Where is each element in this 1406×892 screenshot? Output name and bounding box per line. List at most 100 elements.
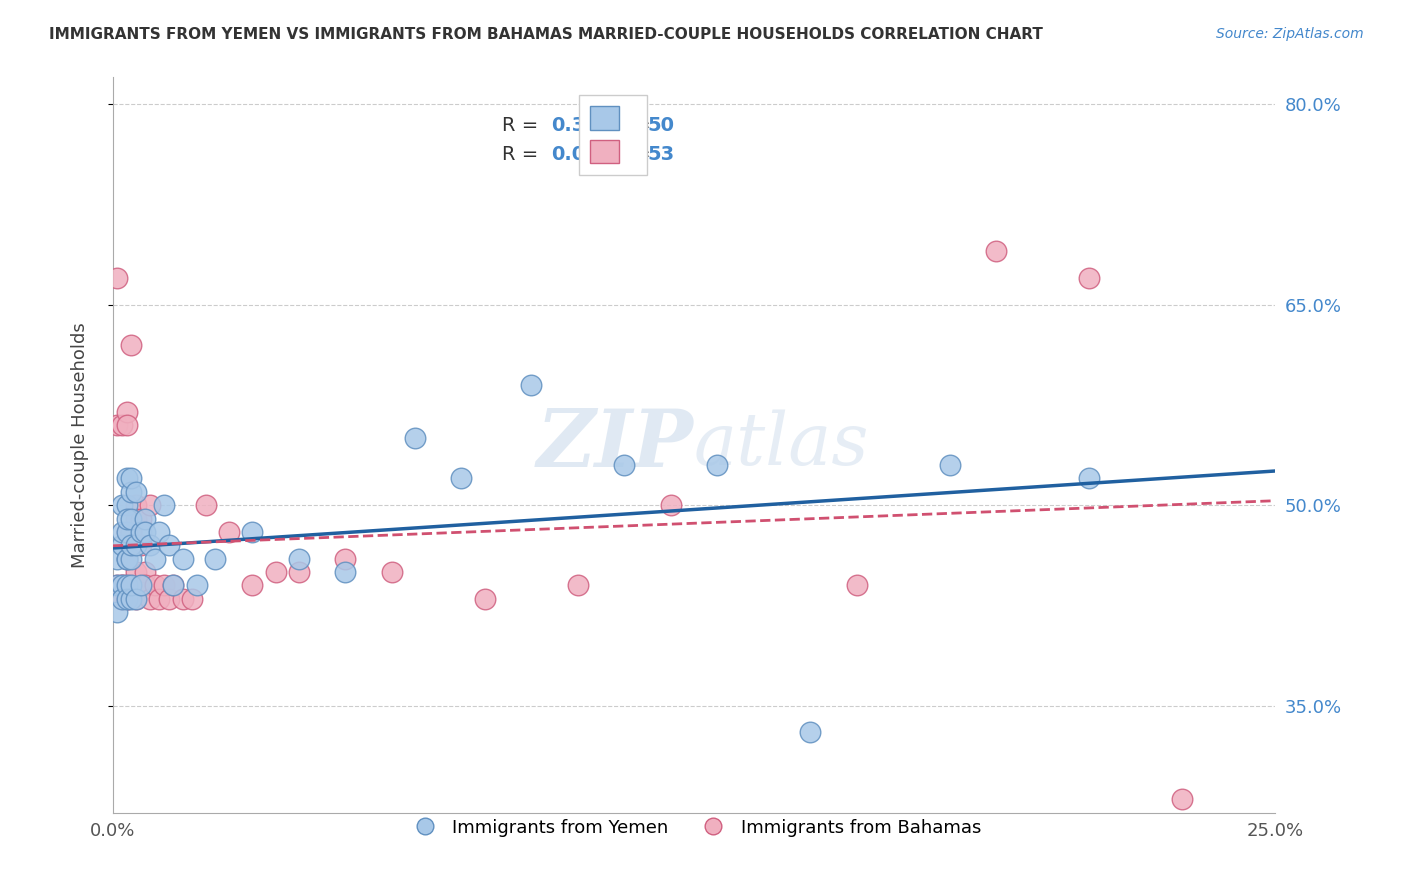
Point: [111, 578, 134, 592]
Point: [157, 538, 180, 552]
Text: N =: N =: [600, 116, 657, 135]
Point: [120, 578, 142, 592]
Text: IMMIGRANTS FROM YEMEN VS IMMIGRANTS FROM BAHAMAS MARRIED-COUPLE HOUSEHOLDS CORRE: IMMIGRANTS FROM YEMEN VS IMMIGRANTS FROM…: [49, 27, 1043, 42]
Point: [125, 591, 148, 606]
Point: [450, 471, 472, 485]
Point: [120, 524, 142, 539]
Text: Source: ZipAtlas.com: Source: ZipAtlas.com: [1216, 27, 1364, 41]
Point: [845, 578, 868, 592]
Point: [204, 551, 226, 566]
Point: [120, 338, 142, 352]
Point: [335, 551, 357, 566]
Point: [139, 498, 162, 512]
Point: [240, 524, 263, 539]
Point: [120, 524, 142, 539]
Point: [567, 578, 589, 592]
Point: [148, 524, 170, 539]
Point: [180, 591, 202, 606]
Point: [186, 578, 208, 592]
Point: [111, 498, 134, 512]
Point: [143, 578, 166, 592]
Point: [115, 578, 138, 592]
Point: [115, 591, 138, 606]
Point: [139, 538, 162, 552]
Text: R =: R =: [502, 145, 544, 164]
Point: [474, 591, 496, 606]
Point: [107, 271, 129, 285]
Point: [162, 578, 184, 592]
Point: [125, 538, 148, 552]
Point: [1171, 792, 1194, 806]
Point: [157, 591, 180, 606]
Point: [288, 551, 311, 566]
Point: [107, 578, 129, 592]
Point: [120, 578, 142, 592]
Text: 0.091: 0.091: [551, 145, 612, 164]
Point: [120, 551, 142, 566]
Point: [288, 565, 311, 579]
Point: [134, 578, 156, 592]
Point: [115, 511, 138, 525]
Point: [218, 524, 240, 539]
Point: [134, 565, 156, 579]
Point: [115, 551, 138, 566]
Point: [120, 524, 142, 539]
Point: [148, 591, 170, 606]
Point: [120, 591, 142, 606]
Point: [381, 565, 404, 579]
Point: [938, 458, 960, 472]
Point: [139, 591, 162, 606]
Point: [194, 498, 217, 512]
Point: [120, 471, 142, 485]
Text: 53: 53: [647, 145, 675, 164]
Point: [125, 484, 148, 499]
Point: [115, 591, 138, 606]
Point: [659, 498, 682, 512]
Text: atlas: atlas: [695, 409, 869, 480]
Point: [125, 511, 148, 525]
Point: [111, 417, 134, 432]
Point: [129, 578, 152, 592]
Point: [115, 471, 138, 485]
Point: [520, 377, 543, 392]
Point: [129, 524, 152, 539]
Text: 50: 50: [647, 116, 675, 135]
Point: [129, 538, 152, 552]
Point: [115, 578, 138, 592]
Point: [125, 591, 148, 606]
Point: [111, 578, 134, 592]
Point: [172, 551, 194, 566]
Point: [111, 591, 134, 606]
Point: [153, 498, 176, 512]
Point: [134, 524, 156, 539]
Text: ZIP: ZIP: [537, 406, 695, 483]
Point: [120, 578, 142, 592]
Point: [120, 484, 142, 499]
Point: [153, 578, 176, 592]
Point: [264, 565, 287, 579]
Point: [115, 524, 138, 539]
Point: [115, 591, 138, 606]
Point: [134, 511, 156, 525]
Point: [115, 578, 138, 592]
Legend: Immigrants from Yemen, Immigrants from Bahamas: Immigrants from Yemen, Immigrants from B…: [399, 812, 988, 844]
Point: [107, 551, 129, 566]
Point: [115, 417, 138, 432]
Point: [107, 417, 129, 432]
Point: [1078, 271, 1101, 285]
Point: [613, 458, 636, 472]
Point: [111, 538, 134, 552]
Point: [162, 578, 184, 592]
Point: [706, 458, 728, 472]
Point: [129, 578, 152, 592]
Point: [115, 551, 138, 566]
Point: [125, 565, 148, 579]
Point: [172, 591, 194, 606]
Point: [115, 404, 138, 418]
Text: N =: N =: [600, 145, 657, 164]
Point: [984, 244, 1007, 259]
Point: [111, 524, 134, 539]
Point: [111, 591, 134, 606]
Text: R =: R =: [502, 116, 544, 135]
Point: [335, 565, 357, 579]
